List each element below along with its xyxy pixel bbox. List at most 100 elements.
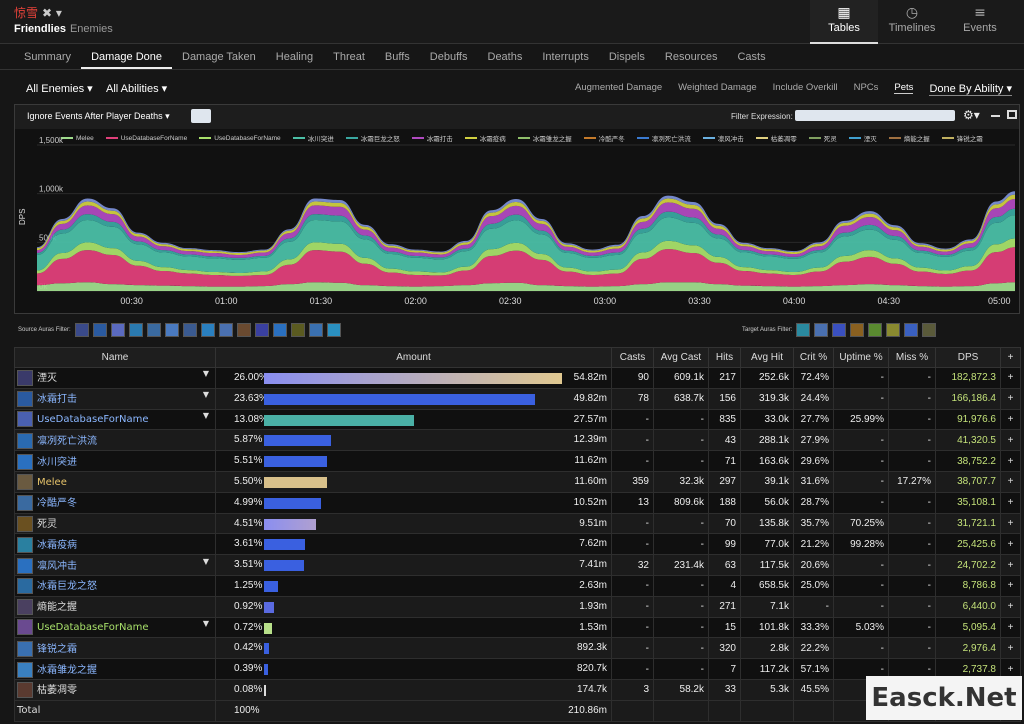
legend-item[interactable]: 冰霜巨龙之怒 (345, 133, 400, 143)
column-header-amount[interactable]: Amount (215, 347, 612, 368)
ability-name[interactable]: UseDatabaseForName (37, 414, 149, 426)
aura-icon[interactable] (850, 323, 865, 337)
ability-name-cell[interactable]: Melee (14, 470, 216, 493)
column-header-casts[interactable]: Casts (611, 347, 654, 368)
table-row[interactable]: 湮灭 ▼ 26.00% 54.82m 90 609.1k 217 252.6k 72.4% - -1… (14, 367, 1021, 389)
tab-debuffs[interactable]: Debuffs (429, 51, 468, 63)
table-row[interactable]: 冰川突进 5.51% 11.62m - -71 163.6k 29.6% - -38,752.2… (14, 450, 1021, 472)
legend-item[interactable]: 枯萎凋零 (755, 133, 797, 143)
table-row[interactable]: 锋锐之霜 0.42% 892.3k - -320 2.8k 22.2% - -2,976.4 + (14, 637, 1021, 660)
tab-resources[interactable]: Resources (664, 51, 718, 63)
ability-name[interactable]: 死灵 (37, 518, 57, 530)
ability-name[interactable]: Melee (37, 476, 67, 488)
ability-name-cell[interactable]: UseDatabaseForName ▼ (14, 408, 216, 431)
table-row[interactable]: Melee 5.50% 11.60m 359 32.3k 297 39.1k 31.6% -17… (14, 470, 1021, 493)
augmented-damage-option[interactable]: Augmented Damage (575, 82, 663, 93)
legend-item[interactable]: UseDatabaseForName (199, 133, 281, 143)
add-icon[interactable]: + (1000, 512, 1021, 535)
ability-name[interactable]: 冰霜疫病 (37, 539, 77, 551)
ability-name-cell[interactable]: 湮灭 ▼ (14, 367, 216, 389)
legend-item[interactable]: Melee (61, 133, 94, 143)
ability-name-cell[interactable]: 凛风冲击 ▼ (14, 554, 216, 576)
filter-expression-input[interactable] (795, 110, 955, 121)
series-area[interactable] (37, 282, 1015, 291)
aura-icon[interactable] (254, 323, 269, 337)
table-row[interactable]: UseDatabaseForName ▼ 13.08% 27.57m - -835 33.0… (14, 408, 1021, 431)
add-icon[interactable]: + (1000, 367, 1021, 389)
series-area[interactable] (37, 199, 1015, 258)
tab-interrupts[interactable]: Interrupts (542, 51, 589, 63)
expand-caret-icon[interactable]: ▼ (202, 556, 209, 566)
done-by-dropdown[interactable]: Done By Ability ▾ (929, 83, 1012, 96)
aura-icon[interactable] (146, 323, 161, 337)
ability-name-cell[interactable]: 冰霜疫病 (14, 533, 216, 556)
maximize-icon[interactable] (1007, 110, 1017, 119)
column-header-miss-[interactable]: Miss % (888, 347, 936, 368)
add-icon[interactable]: + (1000, 491, 1021, 514)
legend-item[interactable]: 冰川突进 (292, 133, 334, 143)
column-header-dps[interactable]: DPS (935, 347, 1001, 368)
aura-icon[interactable] (200, 323, 215, 337)
ability-name-cell[interactable]: 冰川突进 (14, 450, 216, 472)
aura-icon[interactable] (886, 323, 901, 337)
table-row[interactable]: 冰霜疫病 3.61% 7.62m - -99 77.0k 21.2% 99.28% -25,42… (14, 533, 1021, 556)
legend-item[interactable]: 冰霜打击 (411, 133, 453, 143)
aura-icon[interactable] (868, 323, 883, 337)
friendlies-toggle[interactable]: Friendlies (14, 23, 66, 35)
table-row[interactable]: 冰霜巨龙之怒 1.25% 2.63m - -4 658.5k 25.0% - -8,786.8 + (14, 574, 1021, 597)
view-tab-tables[interactable]: ▦ Tables (810, 0, 878, 44)
ability-name-cell[interactable]: 熵能之握 (14, 595, 216, 618)
add-icon[interactable]: + (1000, 574, 1021, 597)
ignore-toggle[interactable] (191, 109, 211, 123)
tab-damage-taken[interactable]: Damage Taken (182, 51, 256, 63)
aura-icon[interactable] (308, 323, 323, 337)
ability-name[interactable]: 冰霜巨龙之怒 (37, 581, 97, 593)
column-header-name[interactable]: Name (14, 347, 216, 368)
legend-item[interactable]: 熵能之握 (888, 133, 930, 143)
series-area[interactable] (37, 215, 1015, 273)
ability-name[interactable]: 湮灭 (37, 373, 57, 385)
ignore-after-death-dropdown[interactable]: Ignore Events After Player Deaths ▾ (27, 111, 170, 121)
aura-icon[interactable] (110, 323, 125, 337)
ability-name[interactable]: 枯萎凋零 (37, 685, 77, 697)
add-icon[interactable]: + (1000, 637, 1021, 660)
ability-name-cell[interactable]: 凛冽死亡洪流 (14, 429, 216, 452)
legend-item[interactable]: 死灵 (808, 133, 837, 143)
view-tab-timelines[interactable]: ◷ Timelines (878, 0, 946, 44)
legend-item[interactable]: UseDatabaseForName (105, 133, 187, 143)
add-icon[interactable]: + (1000, 470, 1021, 493)
column-header-hits[interactable]: Hits (708, 347, 741, 368)
abilities-dropdown[interactable]: All Abilities ▾ (106, 83, 168, 95)
series-area[interactable] (37, 238, 1015, 276)
table-row[interactable]: UseDatabaseForName ▼ 0.72% 1.53m - -15 101.8k 3… (14, 616, 1021, 639)
legend-item[interactable]: 冷酷严冬 (583, 133, 625, 143)
aura-icon[interactable] (922, 323, 937, 337)
tab-healing[interactable]: Healing (275, 51, 314, 63)
legend-item[interactable]: 凛风冲击 (702, 133, 744, 143)
tab-deaths[interactable]: Deaths (487, 51, 523, 63)
add-icon[interactable]: + (1000, 408, 1021, 431)
add-icon[interactable]: + (1000, 429, 1021, 452)
enemies-dropdown[interactable]: All Enemies ▾ (26, 83, 93, 95)
legend-item[interactable]: 冰霜雏龙之握 (517, 133, 572, 143)
ability-name-cell[interactable]: UseDatabaseForName ▼ (14, 616, 216, 639)
player-name[interactable]: 惊雪 ✖ ▾ (14, 6, 62, 20)
aura-icon[interactable] (182, 323, 197, 337)
add-icon[interactable]: + (1000, 554, 1021, 576)
series-area[interactable] (37, 208, 1015, 260)
table-row[interactable]: 凛冽死亡洪流 5.87% 12.39m - -43 288.1k 27.9% - -41,320… (14, 429, 1021, 452)
table-row[interactable]: 冷酷严冬 4.99% 10.52m 13 809.6k 188 56.0k 28.7% - -35… (14, 491, 1021, 514)
legend-item[interactable]: 凛冽死亡洪流 (636, 133, 691, 143)
aura-icon[interactable] (236, 323, 251, 337)
expand-caret-icon[interactable]: ▼ (202, 411, 209, 421)
expand-caret-icon[interactable]: ▼ (202, 619, 209, 629)
add-icon[interactable]: + (1000, 658, 1021, 680)
table-row[interactable]: 死灵 4.51% 9.51m - -70 135.8k 35.7% 70.25% -31,721… (14, 512, 1021, 535)
expand-caret-icon[interactable]: ▼ (202, 390, 209, 400)
close-icon[interactable]: ✖ ▾ (42, 6, 62, 20)
ability-name-cell[interactable]: 冰霜打击 ▼ (14, 387, 216, 410)
column-header-avg-cast[interactable]: Avg Cast (653, 347, 709, 368)
add-icon[interactable]: + (1000, 533, 1021, 556)
tab-threat[interactable]: Threat (333, 51, 365, 63)
ability-name[interactable]: 冷酷严冬 (37, 498, 77, 510)
